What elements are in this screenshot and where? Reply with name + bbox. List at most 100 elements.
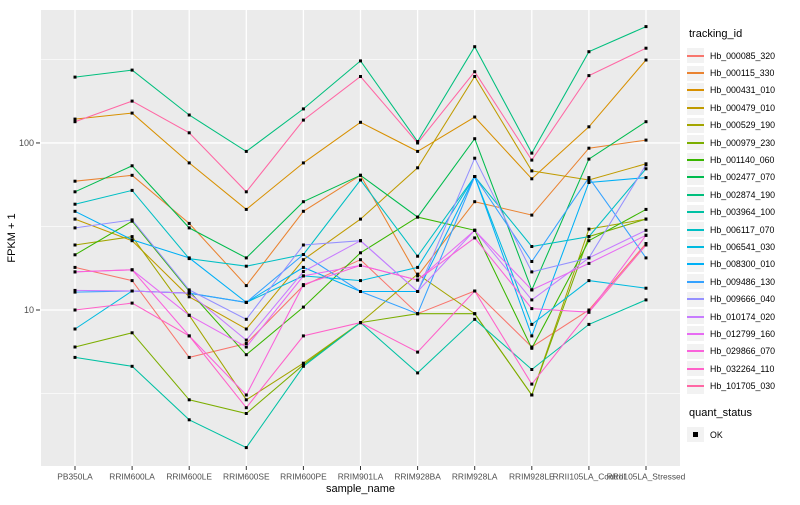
legend-line-key-icon (687, 48, 704, 64)
data-point (473, 200, 477, 204)
data-point (473, 289, 477, 293)
legend-item-label: Hb_000115_330 (710, 68, 775, 79)
data-point (187, 161, 191, 165)
legend-item: Hb_010174_020 (687, 308, 799, 325)
data-point (473, 45, 477, 49)
data-point (359, 279, 362, 283)
legend-line-key-icon (687, 326, 704, 342)
data-point (187, 418, 191, 422)
data-point (644, 298, 648, 302)
legend-line-key-icon (687, 117, 704, 133)
data-point (73, 290, 77, 294)
legend-item-label: Hb_032264_110 (710, 363, 775, 374)
legend-line-key-icon (687, 82, 704, 98)
legend-item: Hb_009486_130 (687, 273, 799, 290)
data-point (359, 239, 362, 243)
data-point (187, 295, 191, 299)
data-point (587, 279, 591, 283)
data-point (73, 243, 77, 247)
data-point (587, 322, 591, 326)
data-point (187, 313, 191, 317)
data-point (301, 209, 305, 213)
data-point (130, 301, 134, 305)
legend-item: Hb_000979_230 (687, 134, 799, 151)
data-point (301, 253, 305, 256)
legend-item-label: Hb_009486_130 (710, 276, 776, 287)
data-point (359, 217, 362, 221)
data-point (244, 353, 248, 357)
data-point (359, 263, 362, 267)
data-point (644, 163, 648, 167)
x-tick-label: RRII105LA_Stressed (607, 472, 686, 482)
data-point (130, 218, 134, 222)
data-point (130, 289, 134, 293)
data-point (359, 258, 362, 262)
legend-item-label: Hb_002874_190 (710, 189, 776, 200)
legend-line-key-icon (687, 343, 704, 359)
data-point (244, 284, 248, 288)
data-point (359, 178, 362, 182)
legend-item-label: OK (710, 429, 723, 440)
data-point (244, 393, 248, 397)
data-point (73, 226, 77, 230)
data-point (530, 270, 534, 274)
data-point (416, 371, 420, 375)
data-point (587, 50, 591, 54)
legend-item: Hb_002874_190 (687, 186, 799, 203)
data-point (73, 345, 77, 349)
data-point (644, 138, 648, 142)
data-point (73, 308, 77, 312)
legend-item-label: Hb_010174_020 (710, 311, 776, 322)
data-point (416, 312, 420, 316)
data-point (473, 175, 477, 178)
x-axis-title: sample_name (326, 483, 395, 495)
data-point (359, 290, 362, 293)
data-point (530, 151, 534, 155)
legend-item-label: Hb_101705_030 (710, 381, 776, 392)
data-point (73, 179, 77, 183)
data-point (187, 288, 191, 292)
legend-line-key-icon (687, 274, 704, 290)
legend-line-key-icon (687, 378, 704, 394)
data-point (359, 120, 362, 124)
data-point (473, 70, 477, 74)
data-point (416, 272, 420, 276)
data-point (644, 46, 648, 50)
data-point (359, 59, 362, 63)
legend-line-key-icon (687, 100, 704, 116)
data-point (130, 188, 134, 192)
data-point (416, 166, 420, 170)
data-point (187, 221, 191, 225)
data-point (187, 113, 191, 117)
legend-item-ok: OK (687, 426, 799, 443)
data-point (587, 310, 591, 314)
data-point (416, 290, 420, 293)
data-point (416, 254, 420, 258)
data-point (301, 258, 305, 262)
data-point (644, 233, 648, 237)
legend-line-key-icon (687, 222, 704, 238)
data-point (473, 312, 477, 316)
data-point (587, 157, 591, 161)
data-point (73, 265, 77, 269)
data-point (644, 243, 648, 247)
data-point (473, 75, 477, 78)
data-point (130, 99, 134, 103)
data-point (130, 238, 134, 242)
data-point (301, 243, 305, 247)
data-point (644, 176, 648, 180)
data-point (530, 245, 534, 248)
data-point (416, 141, 420, 145)
data-point (244, 149, 248, 153)
data-point (301, 305, 305, 309)
data-point (416, 350, 420, 354)
data-point (473, 236, 477, 240)
data-point (473, 156, 477, 160)
data-point (530, 307, 534, 311)
data-point (301, 364, 305, 368)
x-tick-label: RRII105LA_Control (553, 472, 626, 482)
data-point (530, 169, 534, 173)
data-point (187, 131, 191, 135)
data-point (587, 146, 591, 150)
chart-canvas: PB350LA RRIM600LA RRIM600LE RRIM600SE RRIM60… (6, 10, 686, 495)
